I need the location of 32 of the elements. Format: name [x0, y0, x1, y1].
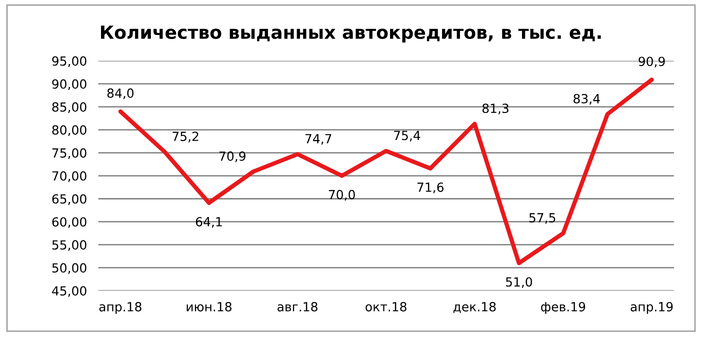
- y-tick-label: 90,00: [52, 79, 86, 90]
- data-label: 81,3: [482, 104, 508, 114]
- y-tick-label: 70,00: [52, 171, 86, 182]
- data-label: 90,9: [638, 56, 665, 68]
- data-label: 70,0: [328, 190, 355, 201]
- y-tick-label: 75,00: [52, 148, 86, 159]
- y-tick-label: 80,00: [52, 125, 86, 136]
- data-label: 74,7: [306, 134, 332, 145]
- data-label: 70,9: [220, 151, 246, 162]
- data-label: 64,1: [196, 216, 222, 228]
- x-tick-label: авг.18: [278, 302, 318, 312]
- y-tick-label: 45,00: [52, 286, 86, 297]
- y-tick-label: 50,00: [52, 263, 86, 274]
- chart-title: Количество выданных автокредитов, в тыс. ед.: [101, 26, 601, 43]
- x-tick-label: окт.18: [366, 302, 406, 312]
- data-label: 83,4: [574, 94, 600, 105]
- y-tick-label: 55,00: [52, 240, 86, 251]
- data-label: 51,0: [506, 277, 532, 288]
- y-tick-label: 85,00: [52, 102, 86, 114]
- x-tick-label: июн.18: [186, 302, 232, 312]
- data-label: 84,0: [107, 88, 134, 100]
- data-label: 71,6: [417, 182, 444, 194]
- y-tick-label: 95,00: [52, 56, 86, 68]
- x-tick-label: апр.18: [99, 302, 142, 314]
- x-tick-label: дек.18: [453, 302, 496, 314]
- x-tick-label: апр.19: [630, 302, 673, 314]
- data-label: 75,2: [172, 132, 198, 142]
- y-tick-label: 65,00: [52, 194, 86, 205]
- data-label: 57,5: [529, 213, 556, 224]
- x-tick-label: фев.19: [541, 302, 586, 314]
- data-label: 75,4: [394, 130, 420, 142]
- y-tick-label: 60,00: [52, 217, 86, 228]
